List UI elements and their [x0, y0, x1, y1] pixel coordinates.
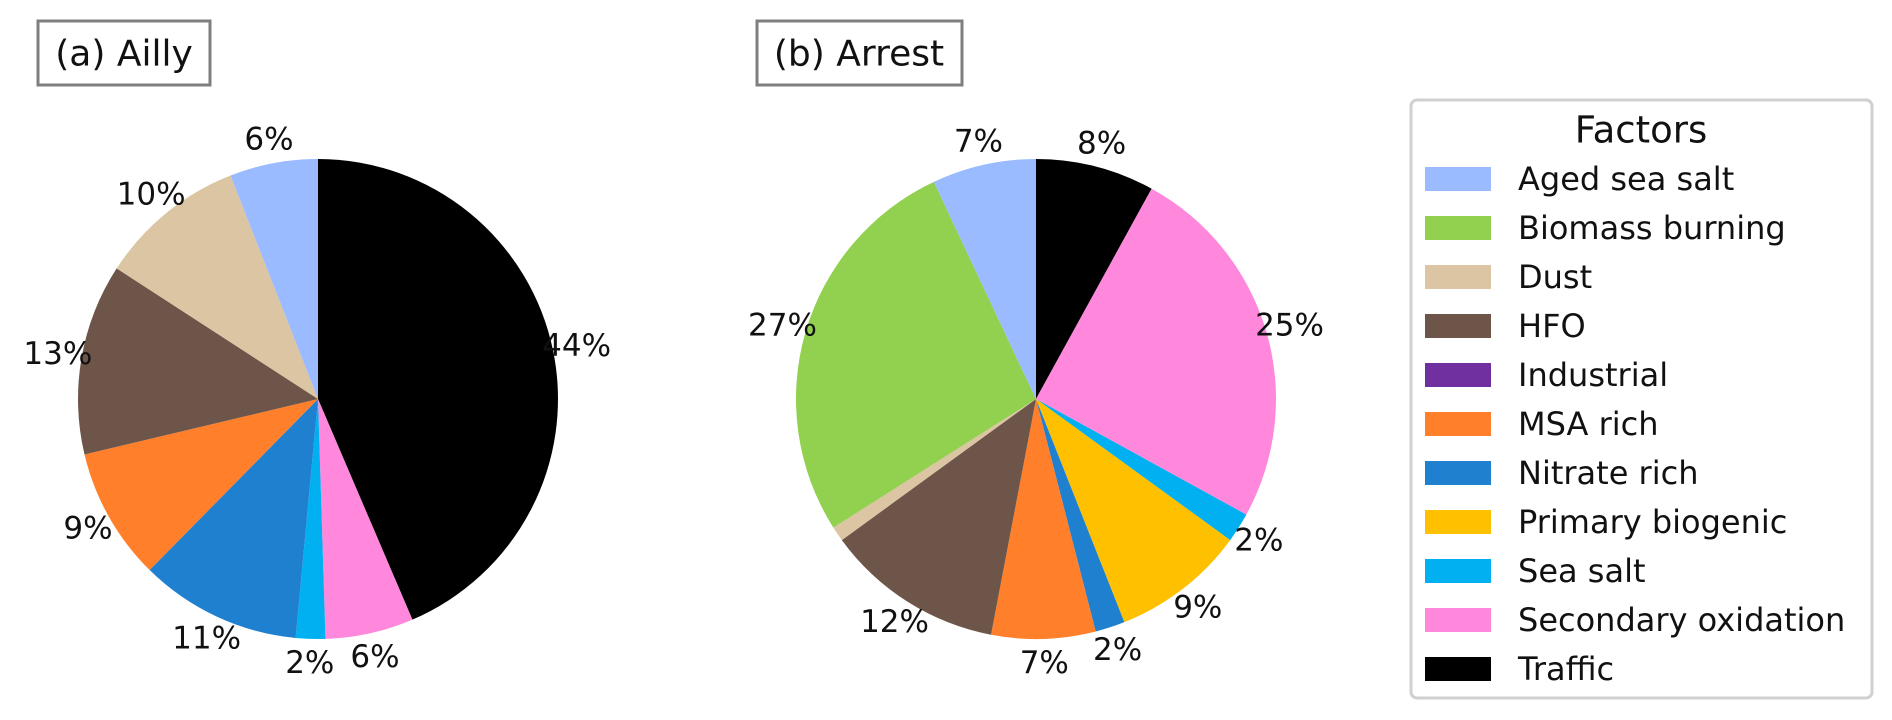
legend-swatch-aged-sea-salt [1425, 167, 1491, 191]
pie-label-arrest-sea-salt: 2% [1234, 522, 1283, 558]
legend-label-traffic: Traffic [1517, 650, 1614, 688]
panel-title-box-arrest [755, 19, 964, 87]
legend-label-biomass-burning: Biomass burning [1518, 209, 1786, 247]
pie-panel-ailly: (a) Ailly 44% 6% 2% 11% 9% 13% 10% 6% [23, 19, 611, 681]
legend-item-aged-sea-salt: Aged sea salt [1425, 160, 1734, 198]
legend-label-nitrate-rich: Nitrate rich [1518, 454, 1698, 492]
pie-slice-ailly-hfo [77, 268, 319, 455]
pie-slice-arrest-secondary-oxidation [1036, 188, 1276, 515]
pie-slice-ailly-traffic [318, 159, 558, 620]
legend-item-industrial: Industrial [1425, 356, 1668, 394]
pie-label-arrest-primary-biogenic: 9% [1173, 590, 1222, 626]
pie-slice-ailly-sea-salt [295, 399, 326, 639]
legend-label-msa-rich: MSA rich [1518, 405, 1659, 443]
pie-label-ailly-dust: 10% [117, 176, 186, 212]
pie-slice-ailly-dust [116, 175, 319, 399]
legend-swatch-dust [1425, 265, 1491, 289]
pie-label-arrest-msa-rich: 7% [1020, 645, 1069, 681]
pie-slice-arrest-dust [833, 399, 1036, 541]
legend-label-dust: Dust [1518, 258, 1592, 296]
pie-slice-ailly-msa-rich [84, 399, 318, 571]
legend-items: Aged sea salt Biomass burning Dust HFO Indus… [1425, 160, 1845, 688]
pie-label-ailly-msa-rich: 9% [63, 511, 112, 547]
pie-slices-ailly [77, 159, 558, 639]
pie-label-ailly-hfo: 13% [23, 336, 92, 372]
legend-swatch-primary-biogenic [1425, 510, 1491, 534]
legend-item-nitrate-rich: Nitrate rich [1425, 454, 1698, 492]
legend-item-msa-rich: MSA rich [1425, 405, 1659, 443]
legend-label-secondary-oxidation: Secondary oxidation [1518, 601, 1845, 639]
pie-label-ailly-aged-sea-salt: 6% [244, 122, 293, 158]
legend-swatch-secondary-oxidation [1425, 608, 1491, 632]
legend-swatch-sea-salt [1425, 559, 1491, 583]
legend-label-hfo: HFO [1518, 307, 1586, 345]
legend-swatch-msa-rich [1425, 412, 1491, 436]
pie-slice-arrest-hfo [841, 399, 1036, 635]
legend-label-primary-biogenic: Primary biogenic [1518, 503, 1787, 541]
legend-item-secondary-oxidation: Secondary oxidation [1425, 601, 1845, 639]
legend-swatch-biomass-burning [1425, 216, 1491, 240]
legend-item-traffic: Traffic [1425, 650, 1614, 688]
pie-labels-arrest: 8% 25% 2% 9% 2% 7% 12% 27% 7% [748, 123, 1324, 681]
legend-item-sea-salt: Sea salt [1425, 552, 1646, 590]
pie-label-ailly-traffic: 44% [542, 328, 611, 364]
pie-slice-arrest-sea-salt [1036, 399, 1247, 541]
panel-title-ailly: (a) Ailly [55, 34, 193, 75]
pie-label-arrest-nitrate-rich: 2% [1093, 632, 1142, 668]
pie-label-ailly-secondary-oxidation: 6% [350, 639, 399, 675]
pie-label-ailly-sea-salt: 2% [285, 645, 334, 681]
pie-slice-arrest-traffic [1036, 159, 1152, 399]
pie-slice-arrest-primary-biogenic [1036, 399, 1231, 623]
pie-label-arrest-secondary-oxidation: 25% [1255, 307, 1324, 343]
pie-label-ailly-nitrate-rich: 11% [172, 620, 241, 656]
pie-panel-arrest: (b) Arrest 8% 25% 2% 9% 2% 7% 12% 27% 7% [748, 19, 1324, 681]
legend-swatch-nitrate-rich [1425, 461, 1491, 485]
legend: Factors Aged sea salt Biomass burning Dust… [1409, 98, 1874, 700]
legend-swatch-traffic [1425, 657, 1491, 681]
legend-item-dust: Dust [1425, 258, 1592, 296]
legend-item-hfo: HFO [1425, 307, 1586, 345]
pie-slice-arrest-nitrate-rich [1036, 399, 1125, 632]
pie-slice-ailly-nitrate-rich [149, 399, 318, 638]
pie-label-arrest-traffic: 8% [1077, 125, 1126, 161]
legend-item-biomass-burning: Biomass burning [1425, 209, 1786, 247]
legend-label-sea-salt: Sea salt [1518, 552, 1646, 590]
legend-title: Factors [1575, 109, 1708, 152]
pie-slices-arrest [795, 158, 1276, 640]
pie-labels-ailly: 44% 6% 2% 11% 9% 13% 10% 6% [23, 122, 611, 681]
legend-label-aged-sea-salt: Aged sea salt [1518, 160, 1734, 198]
pie-label-arrest-hfo: 12% [860, 604, 929, 640]
panel-title-box-ailly [36, 19, 212, 87]
legend-item-primary-biogenic: Primary biogenic [1425, 503, 1787, 541]
legend-frame [1409, 98, 1874, 700]
legend-swatch-industrial [1425, 363, 1491, 387]
legend-label-industrial: Industrial [1518, 356, 1668, 394]
panel-title-arrest: (b) Arrest [774, 34, 944, 75]
pie-slice-ailly-secondary-oxidation [318, 399, 413, 639]
legend-swatch-hfo [1425, 314, 1491, 338]
pie-slice-arrest-aged-sea-salt [933, 158, 1036, 399]
pie-slice-ailly-aged-sea-salt [230, 159, 318, 399]
pie-label-arrest-biomass-burning: 27% [748, 307, 817, 343]
pie-slice-arrest-biomass-burning [795, 181, 1036, 528]
pie-label-arrest-aged-sea-salt: 7% [954, 123, 1003, 159]
pie-slice-arrest-msa-rich [991, 399, 1096, 640]
